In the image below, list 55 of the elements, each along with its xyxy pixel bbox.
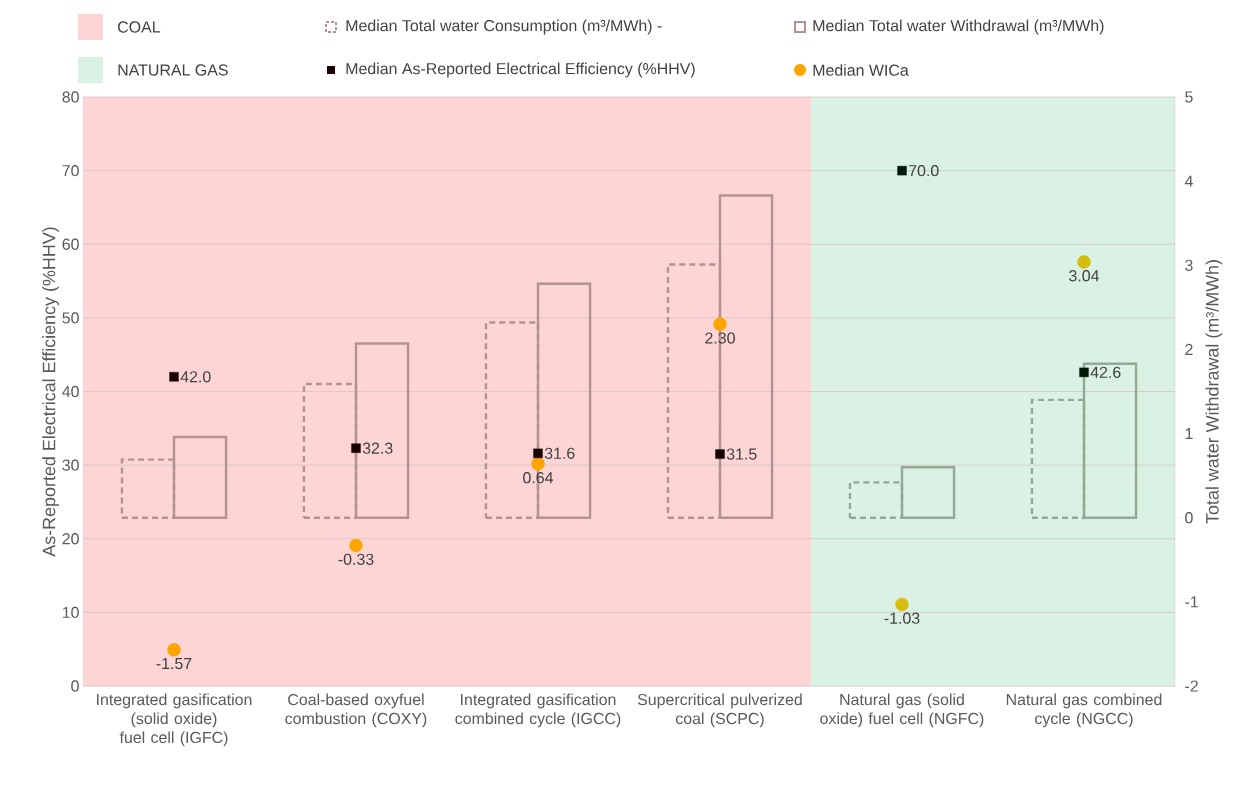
y-tick-label: 60: [62, 238, 79, 250]
point: [167, 643, 181, 657]
point: [715, 449, 725, 459]
data-label: 32.3: [362, 442, 393, 454]
y2-tick-label: 1: [1185, 428, 1193, 440]
y2-tick-label: 0: [1185, 512, 1193, 524]
data-label: -1.57: [156, 658, 192, 670]
x-tick-label: Supercritical pulverized coal (SCPC): [637, 693, 802, 728]
point: [169, 372, 179, 382]
y-tick-label: 40: [62, 385, 79, 398]
data-label: 3.04: [1069, 270, 1100, 282]
data-label: 31.6: [544, 447, 575, 459]
point: [351, 443, 361, 453]
data-label: 0.64: [523, 472, 554, 484]
x-tick-label: Integrated gasification combined cycle (IGCC): [455, 693, 621, 728]
legend-label: Median As-Reported Electrical Efficiency (%HHV): [346, 62, 695, 78]
data-label: 42.6: [1090, 366, 1121, 378]
y-axis-title: As-Reported Electrical Efficiency (%HHV): [42, 227, 59, 557]
point: [531, 457, 545, 471]
point: [1079, 367, 1089, 378]
y2-tick-label: -2: [1185, 680, 1198, 692]
x-tick-label: Coal-based oxyfuel combustion (COXY): [285, 693, 427, 728]
y2-axis-title: Total water Withdrawal (m³/MWh): [1205, 260, 1223, 524]
point: [1077, 255, 1091, 269]
y2-tick-label: 4: [1184, 175, 1193, 187]
y-tick-label: 80: [62, 91, 79, 103]
x-tick-label: Integrated gasification (solid oxide) fuel cell (IGFC): [97, 693, 252, 747]
y-tick-label: 10: [62, 606, 79, 619]
data-label: 31.5: [726, 448, 757, 460]
point: [895, 597, 909, 612]
legend-label: Median WICa: [813, 64, 909, 76]
y2-tick-label: 2: [1185, 343, 1193, 355]
x-tick-label: Natural gas combined cycle (NGCC): [1006, 693, 1162, 728]
legend-label: Median Total water Consumption (m³/MWh) -: [346, 19, 662, 35]
point: [349, 538, 363, 553]
point: [713, 317, 727, 331]
legend-label: COAL: [118, 21, 161, 33]
data-label: -1.03: [884, 612, 920, 624]
y-tick-label: 20: [62, 533, 79, 545]
data-label: 42.0: [180, 371, 211, 383]
legend-label: NATURAL GAS: [118, 64, 228, 76]
y-tick-label: 50: [62, 312, 79, 324]
x-tick-label: Natural gas (solid oxide) fuel cell (NGFC): [820, 693, 984, 728]
data-label: 2.30: [705, 332, 735, 344]
legend-label: Median Total water Withdrawal (m³/MWh): [813, 19, 1104, 35]
point: [533, 448, 543, 459]
y-tick-label: 30: [62, 459, 79, 471]
y2-tick-label: -1: [1185, 596, 1198, 608]
y-tick-label: 0: [71, 680, 79, 692]
y-tick-label: 70: [62, 164, 79, 177]
data-label: -0.33: [338, 553, 374, 565]
y2-tick-label: 3: [1185, 259, 1193, 271]
y2-tick-label: 5: [1185, 91, 1193, 103]
point: [897, 165, 907, 176]
data-label: 70.0: [909, 164, 939, 177]
